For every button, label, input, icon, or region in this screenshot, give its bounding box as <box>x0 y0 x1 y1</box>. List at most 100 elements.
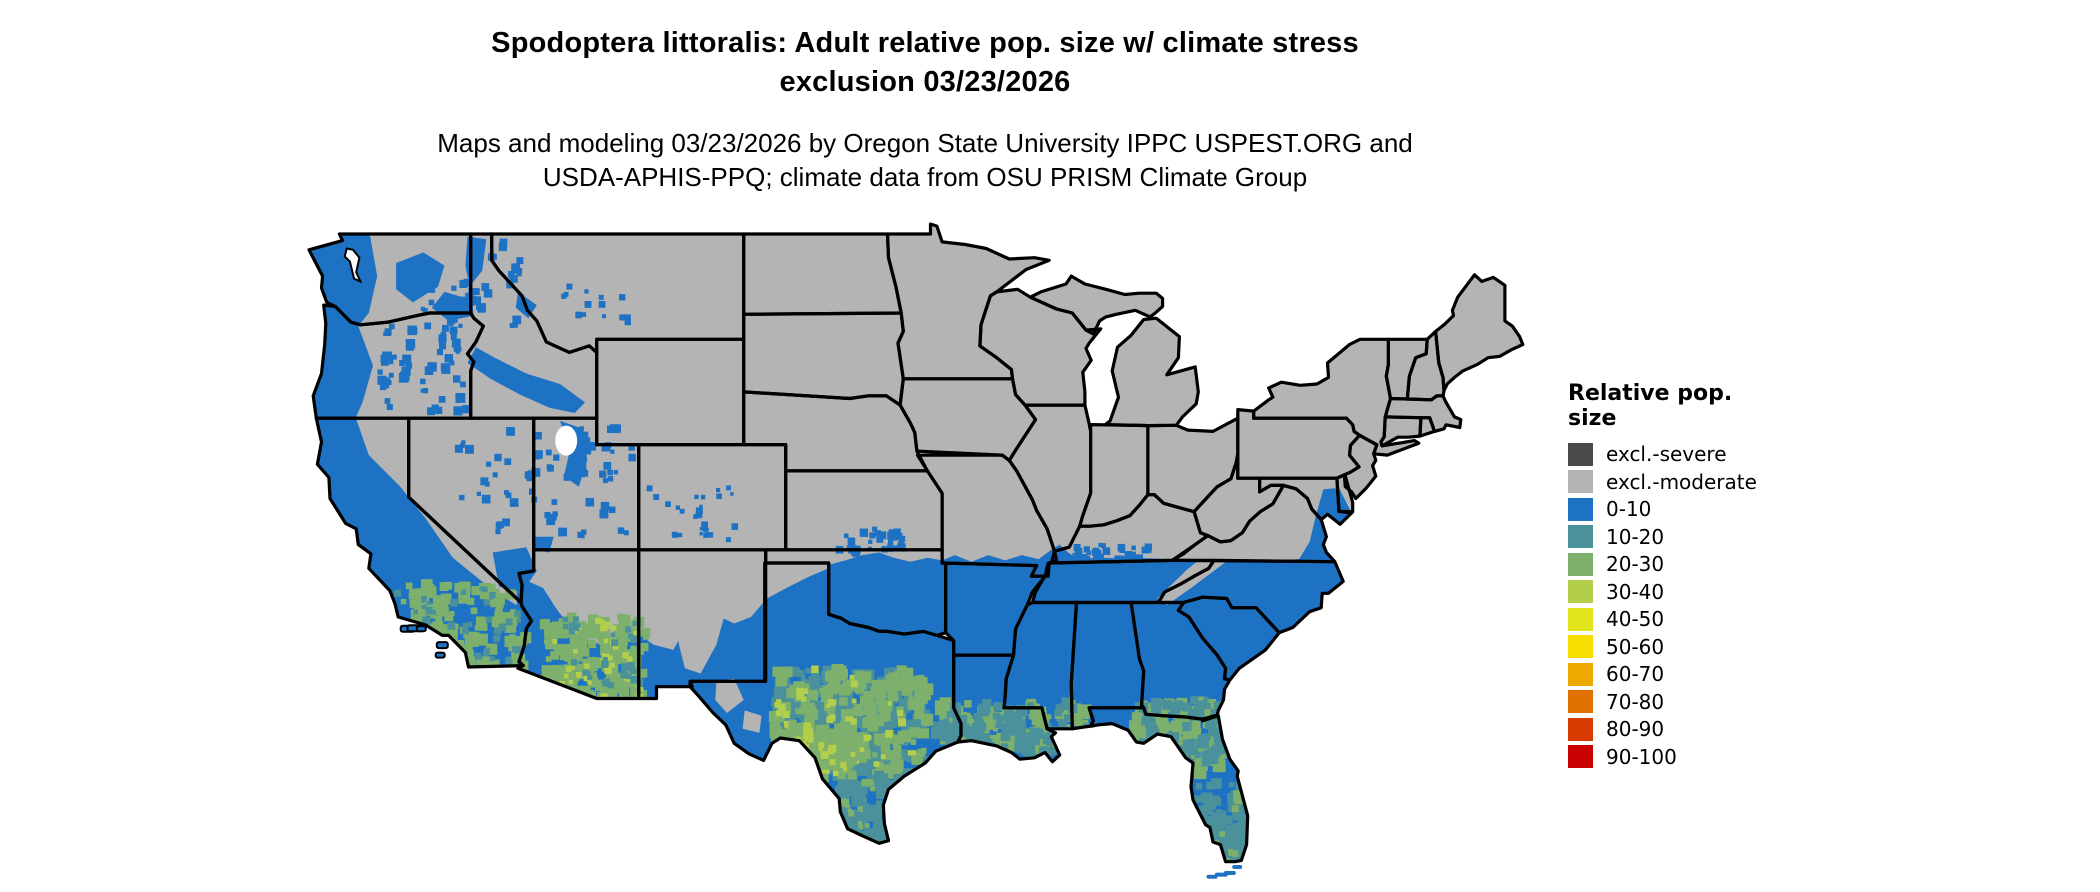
legend-swatch-30-40 <box>1568 580 1593 603</box>
state-fill-sd <box>743 313 904 406</box>
state-fill-mt <box>491 234 744 353</box>
legend-row-80-90: 80-90 <box>1568 717 1788 741</box>
legend-row-0-10: 0-10 <box>1568 497 1788 521</box>
island-florida-keys-1 <box>1232 865 1243 869</box>
legend-swatch-20-30 <box>1568 552 1593 576</box>
state-fill-mi-u <box>1030 276 1163 334</box>
speckle-zone-colorado-dots <box>646 485 739 543</box>
legend-row-90-100: 90-100 <box>1568 745 1788 769</box>
speckle-zone-texas-rio-grande <box>785 719 861 776</box>
legend-label-30-40: 30-40 <box>1606 579 1665 604</box>
state-border-mi-l <box>1103 316 1200 428</box>
legend-row-40-50: 40-50 <box>1568 607 1788 631</box>
speckle-zone-eastern-oregon-dots <box>377 323 471 416</box>
legend-swatch-10-20 <box>1568 525 1593 548</box>
legend-label-90-100: 90-100 <box>1606 744 1677 769</box>
legend-swatch-excl-moderate <box>1568 470 1593 493</box>
state-fill-me <box>1435 274 1523 391</box>
legend-swatch-0-10 <box>1568 497 1593 521</box>
state-fill-pa <box>1237 409 1360 479</box>
state-fill-ks <box>785 470 943 550</box>
state-fill-il <box>1009 405 1091 552</box>
state-border-me <box>1434 273 1525 393</box>
speckle-zone-nevada-utah-dots <box>454 424 636 539</box>
state-fill-wi <box>979 289 1101 406</box>
map-title: Spodoptera littoralis: Adult relative po… <box>0 24 1850 102</box>
state-border-tx <box>688 561 963 845</box>
map-subtitle-line1: Maps and modeling 03/23/2026 by Oregon S… <box>437 128 1413 158</box>
state-fill-co <box>638 444 786 550</box>
state-border-wi <box>978 287 1103 407</box>
lake-puget-sound <box>343 247 363 284</box>
state-fill-wv <box>1194 454 1284 542</box>
legend-rows: excl.-severe excl.-moderate 0-10 10-20 20-30… <box>1568 442 1788 769</box>
lake-great-salt-lake <box>555 425 578 456</box>
legend-label-20-30: 20-30 <box>1606 552 1665 576</box>
legend-row-10-20: 10-20 <box>1568 525 1788 549</box>
state-fill-mo <box>917 455 1057 577</box>
legend-label-0-10: 0-10 <box>1606 497 1652 521</box>
state-fill-wy <box>596 339 744 445</box>
map-title-line2: exclusion 03/23/2026 <box>779 66 1071 98</box>
state-fill-mn <box>887 224 1050 379</box>
legend-label-50-60: 50-60 <box>1606 634 1665 659</box>
island-florida-keys-3 <box>1214 872 1228 877</box>
overlay-new-mexico-highlands <box>675 594 724 674</box>
legend-row-50-60: 50-60 <box>1568 635 1788 659</box>
legend-swatch-70-80 <box>1568 690 1593 713</box>
state-fill-mi-l <box>1105 318 1199 426</box>
legend-swatch-90-100 <box>1568 745 1593 768</box>
overlay-davis-mountains <box>742 710 762 733</box>
state-borders <box>307 222 1525 864</box>
state-fill-ne <box>743 391 928 471</box>
overlay-guadalupe-mountains <box>715 678 744 713</box>
state-fill-nd <box>743 234 902 315</box>
legend-label-60-70: 60-70 <box>1606 662 1665 686</box>
map-lakes <box>343 247 578 456</box>
island-catalina-island <box>435 641 449 650</box>
legend-row-20-30: 20-30 <box>1568 552 1788 576</box>
overlay-texas-panhandle-cap <box>761 544 835 602</box>
legend-label-excl-moderate: excl.-moderate <box>1606 469 1757 494</box>
state-fill-ky <box>1051 494 1208 563</box>
island-anacapa-island <box>415 625 427 633</box>
state-border-nj <box>1342 433 1379 501</box>
overlay-california-lowlands <box>309 413 531 685</box>
legend-label-10-20: 10-20 <box>1606 524 1665 549</box>
speckle-zone-southern-arizona <box>539 612 651 706</box>
legend-swatch-excl-severe <box>1568 442 1593 466</box>
state-fill-ny <box>1253 339 1419 456</box>
state-fill-nh <box>1407 331 1444 400</box>
legend-row-excl-moderate: excl.-moderate <box>1568 470 1788 494</box>
legend-swatch-60-70 <box>1568 662 1593 686</box>
legend-row-70-80: 70-80 <box>1568 690 1788 714</box>
title-block: Spodoptera littoralis: Adult relative po… <box>0 24 1850 194</box>
map-islands <box>399 624 1243 879</box>
island-florida-keys-4 <box>1206 874 1218 879</box>
legend-swatch-40-50 <box>1568 607 1593 631</box>
legend-title: Relative pop. size <box>1568 381 1733 431</box>
legend-label-excl-severe: excl.-severe <box>1606 442 1727 466</box>
state-border-az <box>516 548 641 701</box>
map-subtitle: Maps and modeling 03/23/2026 by Oregon S… <box>0 126 1850 194</box>
island-san-clemente-island <box>434 651 446 659</box>
state-border-nc <box>1156 558 1345 635</box>
legend-swatch-80-90 <box>1568 717 1593 741</box>
legend-label-80-90: 80-90 <box>1606 717 1665 741</box>
state-fill-ma <box>1385 395 1461 432</box>
state-border-fl <box>1087 706 1250 864</box>
legend-label-70-80: 70-80 <box>1606 689 1665 714</box>
legend-row-30-40: 30-40 <box>1568 580 1788 604</box>
map-subtitle-line2: USDA-APHIS-PPQ; climate data from OSU PR… <box>542 162 1308 192</box>
map-title-line1: Spodoptera littoralis: Adult relative po… <box>491 27 1359 59</box>
legend-row-excl-severe: excl.-severe <box>1568 442 1788 466</box>
overlay-snake-river-plain <box>467 347 586 413</box>
legend-swatch-50-60 <box>1568 635 1593 658</box>
state-border-mi-u <box>1028 274 1165 336</box>
state-fill-ct <box>1381 416 1421 446</box>
state-fill-vt <box>1386 339 1428 399</box>
legend-row-60-70: 60-70 <box>1568 662 1788 686</box>
legend-label-40-50: 40-50 <box>1606 607 1665 631</box>
